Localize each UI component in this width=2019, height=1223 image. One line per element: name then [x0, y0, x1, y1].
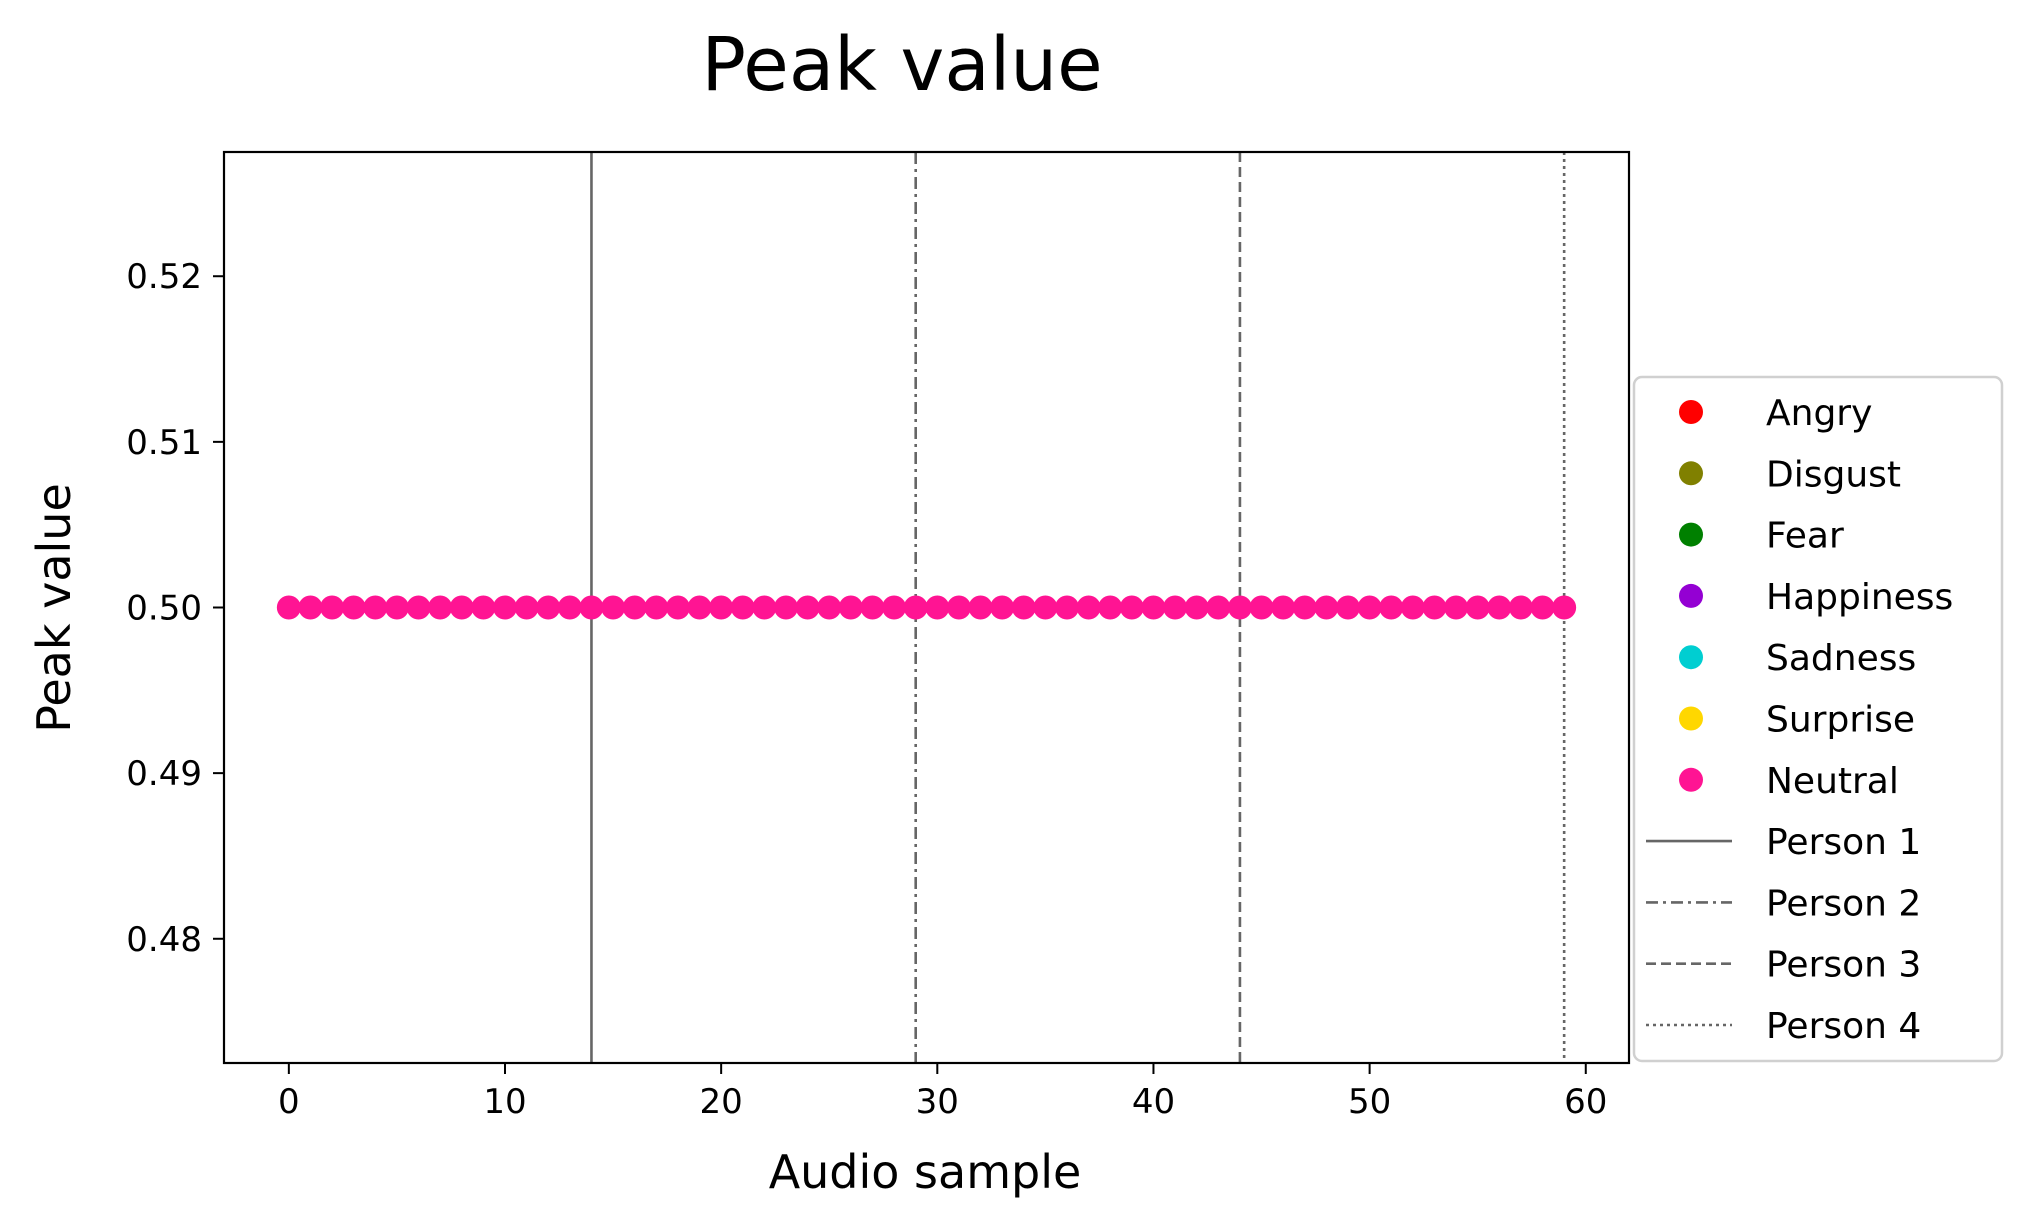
data-point	[1465, 595, 1490, 620]
data-point	[817, 595, 842, 620]
data-point	[687, 595, 712, 620]
data-point	[903, 595, 928, 620]
data-point	[1292, 595, 1317, 620]
legend-marker-neutral	[1679, 767, 1703, 792]
y-axis-ticks: 0.48 0.49 0.50 0.51 0.52	[126, 257, 224, 960]
x-tick-label: 0	[278, 1082, 300, 1122]
x-axis-ticks: 0 10 20 30 40 50 60	[278, 1063, 1607, 1122]
legend-label: Neutral	[1766, 761, 1899, 802]
data-point	[406, 595, 431, 620]
data-point	[665, 595, 690, 620]
data-point	[493, 595, 517, 620]
data-point	[1271, 595, 1296, 620]
data-point	[1141, 595, 1166, 620]
data-point	[1011, 595, 1036, 620]
data-point	[1055, 595, 1079, 620]
data-point	[1163, 595, 1188, 620]
data-point	[1508, 595, 1533, 620]
data-point	[471, 595, 496, 620]
data-point	[1379, 595, 1404, 620]
data-point	[838, 595, 863, 620]
data-point	[622, 595, 647, 620]
data-point	[1249, 595, 1274, 620]
legend-label: Person 4	[1766, 1006, 1921, 1047]
legend: Angry Disgust Fear Happiness Sadness Surprise…	[1632, 375, 2004, 1063]
y-tick-label: 0.49	[126, 754, 202, 794]
data-point	[1033, 595, 1058, 620]
chart-title: Peak value	[701, 22, 1102, 108]
data-point	[925, 595, 950, 620]
y-axis-label: Peak value	[27, 483, 81, 733]
legend-label: Happiness	[1766, 577, 1953, 618]
data-point	[579, 595, 604, 620]
data-point	[1357, 595, 1382, 620]
data-point	[1444, 595, 1469, 620]
x-axis-label: Audio sample	[769, 1145, 1082, 1199]
y-tick-label: 0.48	[126, 920, 202, 960]
x-tick-label: 20	[700, 1082, 743, 1122]
data-point	[1227, 595, 1252, 620]
data-point	[946, 595, 971, 620]
data-point	[990, 595, 1015, 620]
data-point	[363, 595, 388, 620]
data-point	[1206, 595, 1231, 620]
x-tick-label: 30	[916, 1082, 959, 1122]
data-point	[384, 595, 409, 620]
legend-label: Person 2	[1766, 883, 1921, 924]
x-tick-label: 10	[483, 1082, 526, 1122]
legend-label: Surprise	[1766, 700, 1915, 741]
data-point	[298, 595, 323, 620]
data-point	[1552, 595, 1577, 620]
data-point	[1098, 595, 1123, 620]
legend-marker-disgust	[1679, 461, 1703, 486]
x-tick-label: 50	[1348, 1082, 1391, 1122]
data-point	[536, 595, 561, 620]
data-point	[1487, 595, 1512, 620]
data-points	[276, 595, 1577, 620]
legend-marker-angry	[1679, 400, 1703, 424]
data-point	[1422, 595, 1447, 620]
legend-label: Person 1	[1766, 822, 1921, 863]
data-point	[752, 595, 777, 620]
data-point	[1314, 595, 1339, 620]
data-point	[276, 595, 301, 620]
data-point	[1530, 595, 1555, 620]
data-point	[1076, 595, 1101, 620]
data-point	[320, 595, 345, 620]
data-point	[1336, 595, 1360, 620]
data-point	[968, 595, 993, 620]
y-tick-label: 0.51	[126, 423, 202, 463]
data-point	[882, 595, 907, 620]
data-point	[709, 595, 734, 620]
data-point	[1119, 595, 1144, 620]
legend-label: Angry	[1766, 393, 1872, 434]
legend-label: Sadness	[1766, 638, 1916, 679]
legend-frame	[1632, 375, 2004, 1063]
data-point	[774, 595, 798, 620]
data-point	[860, 595, 885, 620]
data-point	[1184, 595, 1209, 620]
data-point	[601, 595, 626, 620]
data-point	[449, 595, 474, 620]
legend-marker-happiness	[1679, 583, 1703, 608]
y-tick-label: 0.52	[126, 257, 202, 297]
legend-label: Disgust	[1766, 454, 1901, 495]
data-point	[1400, 595, 1425, 620]
data-point	[341, 595, 366, 620]
legend-marker-surprise	[1679, 706, 1703, 731]
data-point	[795, 595, 820, 620]
y-tick-label: 0.50	[126, 589, 202, 629]
data-point	[557, 595, 582, 620]
data-point	[644, 595, 669, 620]
legend-label: Person 3	[1766, 945, 1921, 986]
legend-marker-fear	[1679, 522, 1703, 547]
x-tick-label: 40	[1132, 1082, 1175, 1122]
data-point	[730, 595, 755, 620]
data-point	[428, 595, 453, 620]
legend-marker-sadness	[1679, 645, 1703, 670]
data-point	[514, 595, 539, 620]
legend-label: Fear	[1766, 516, 1844, 557]
x-tick-label: 60	[1564, 1082, 1607, 1122]
